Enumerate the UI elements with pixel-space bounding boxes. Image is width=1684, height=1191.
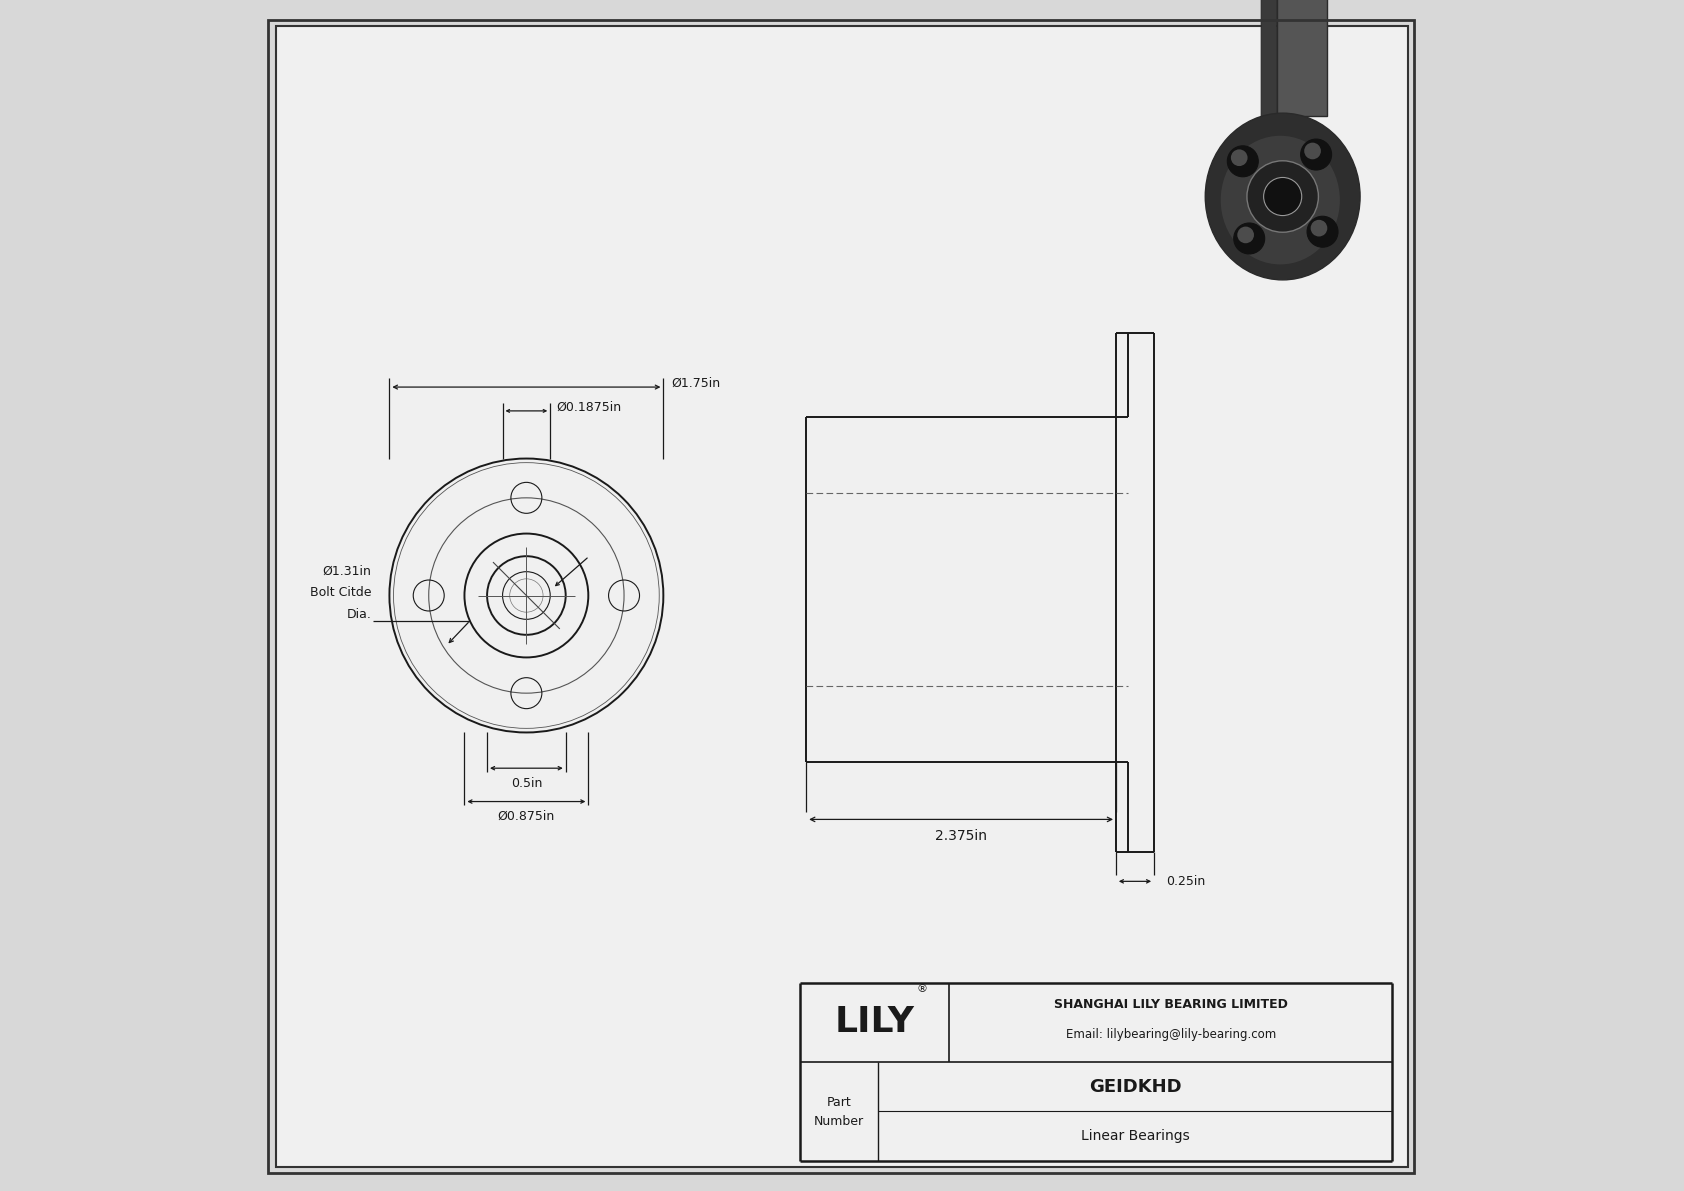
Text: Part
Number: Part Number xyxy=(813,1096,864,1128)
Ellipse shape xyxy=(1221,136,1340,264)
Circle shape xyxy=(1310,220,1327,237)
Text: ®: ® xyxy=(916,984,928,994)
Text: Ø0.1875in: Ø0.1875in xyxy=(556,401,621,413)
Circle shape xyxy=(1246,161,1319,232)
Text: Bolt Citde: Bolt Citde xyxy=(310,586,372,599)
Text: GEIDKHD: GEIDKHD xyxy=(1088,1078,1180,1096)
Text: SHANGHAI LILY BEARING LIMITED: SHANGHAI LILY BEARING LIMITED xyxy=(1054,998,1288,1011)
Text: Ø1.75in: Ø1.75in xyxy=(672,378,721,389)
Text: LILY: LILY xyxy=(835,1005,914,1040)
Text: Ø0.875in: Ø0.875in xyxy=(498,810,556,823)
Text: 0.5in: 0.5in xyxy=(510,777,542,790)
Text: Linear Bearings: Linear Bearings xyxy=(1081,1129,1189,1143)
Ellipse shape xyxy=(1206,113,1361,280)
Circle shape xyxy=(1238,226,1255,243)
Circle shape xyxy=(1303,143,1320,160)
Polygon shape xyxy=(1261,0,1276,125)
Circle shape xyxy=(1263,177,1302,216)
Text: Email: lilybearing@lily-bearing.com: Email: lilybearing@lily-bearing.com xyxy=(1066,1028,1276,1041)
Circle shape xyxy=(1300,139,1332,170)
Circle shape xyxy=(1228,145,1258,176)
Text: Dia.: Dia. xyxy=(347,607,372,621)
Text: 2.375in: 2.375in xyxy=(935,829,987,843)
Circle shape xyxy=(1234,223,1265,254)
Text: Ø1.31in: Ø1.31in xyxy=(323,565,372,578)
Circle shape xyxy=(1307,217,1339,248)
Text: 0.25in: 0.25in xyxy=(1165,875,1206,887)
Polygon shape xyxy=(1276,0,1327,116)
Circle shape xyxy=(1231,149,1248,166)
